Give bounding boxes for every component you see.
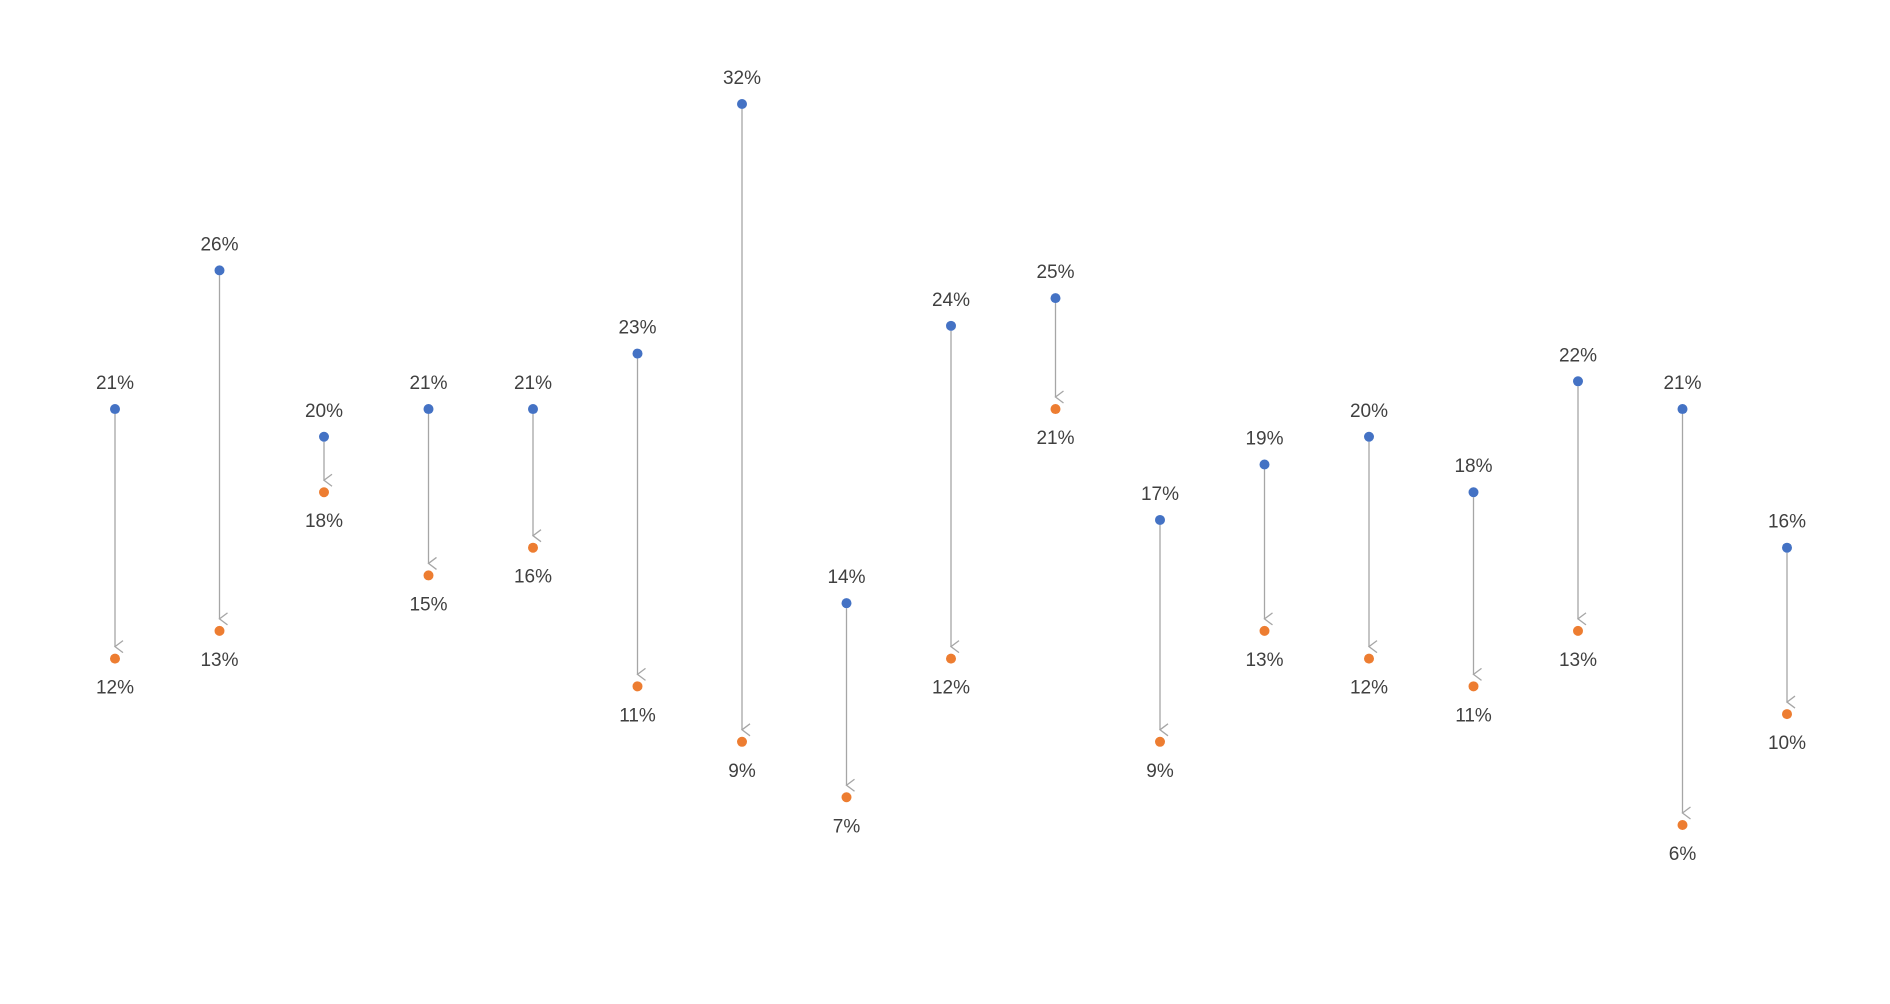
end-label: 9% bbox=[728, 761, 756, 782]
start-dot bbox=[737, 99, 747, 109]
start-label: 14% bbox=[827, 567, 865, 588]
start-dot bbox=[1677, 404, 1688, 415]
start-label: 21% bbox=[514, 373, 552, 394]
start-label: 16% bbox=[1768, 512, 1806, 533]
start-dot bbox=[1050, 293, 1061, 304]
end-dot bbox=[110, 653, 120, 664]
start-label: 24% bbox=[932, 290, 970, 311]
end-dot bbox=[737, 736, 747, 747]
start-dot bbox=[946, 320, 956, 331]
end-label: 21% bbox=[1036, 428, 1074, 449]
end-label: 12% bbox=[96, 678, 134, 699]
end-dot bbox=[214, 625, 225, 636]
start-dot bbox=[1573, 376, 1583, 387]
start-dot bbox=[110, 404, 120, 415]
end-label: 12% bbox=[1350, 678, 1388, 699]
end-dot bbox=[1782, 709, 1792, 720]
start-dot bbox=[1468, 487, 1479, 498]
end-label: 10% bbox=[1768, 733, 1806, 754]
start-label: 19% bbox=[1245, 429, 1283, 450]
start-label: 22% bbox=[1559, 345, 1597, 366]
start-dot bbox=[632, 348, 643, 359]
end-dot bbox=[1155, 736, 1165, 747]
start-label: 20% bbox=[1350, 401, 1388, 422]
end-dot bbox=[1259, 625, 1270, 636]
start-label: 21% bbox=[409, 373, 447, 394]
start-label: 17% bbox=[1141, 484, 1179, 505]
end-label: 12% bbox=[932, 678, 970, 699]
end-label: 13% bbox=[1559, 650, 1597, 671]
start-label: 26% bbox=[200, 234, 238, 255]
end-dot bbox=[1573, 625, 1583, 636]
start-label: 21% bbox=[96, 373, 134, 394]
end-label: 11% bbox=[1455, 705, 1492, 726]
end-dot bbox=[319, 487, 329, 498]
start-dot bbox=[319, 431, 329, 442]
start-label: 20% bbox=[305, 401, 343, 422]
start-dot bbox=[423, 404, 434, 415]
start-dot bbox=[1155, 514, 1165, 525]
end-label: 15% bbox=[409, 594, 447, 615]
end-dot bbox=[528, 542, 538, 553]
end-label: 7% bbox=[833, 816, 861, 837]
end-dot bbox=[423, 570, 434, 581]
start-dot bbox=[1782, 542, 1792, 553]
start-label: 23% bbox=[618, 318, 656, 339]
end-dot bbox=[1468, 681, 1479, 692]
end-label: 13% bbox=[200, 650, 238, 671]
end-label: 6% bbox=[1669, 844, 1697, 865]
end-dot bbox=[946, 653, 956, 664]
start-dot bbox=[214, 265, 225, 276]
end-label: 11% bbox=[619, 705, 656, 726]
start-dot bbox=[1364, 431, 1374, 442]
start-label: 32% bbox=[723, 68, 761, 89]
start-label: 21% bbox=[1663, 373, 1701, 394]
start-label: 25% bbox=[1036, 262, 1074, 283]
end-dot bbox=[1050, 404, 1061, 415]
start-dot bbox=[1259, 459, 1270, 470]
end-dot bbox=[632, 681, 643, 692]
end-dot bbox=[1677, 820, 1688, 830]
start-dot bbox=[528, 404, 538, 415]
end-label: 9% bbox=[1146, 761, 1174, 782]
start-label: 18% bbox=[1454, 456, 1492, 477]
end-dot bbox=[841, 792, 852, 803]
end-dot bbox=[1364, 653, 1374, 664]
end-label: 13% bbox=[1245, 650, 1283, 671]
start-dot bbox=[841, 598, 852, 609]
end-label: 18% bbox=[305, 511, 343, 532]
end-label: 16% bbox=[514, 567, 552, 588]
